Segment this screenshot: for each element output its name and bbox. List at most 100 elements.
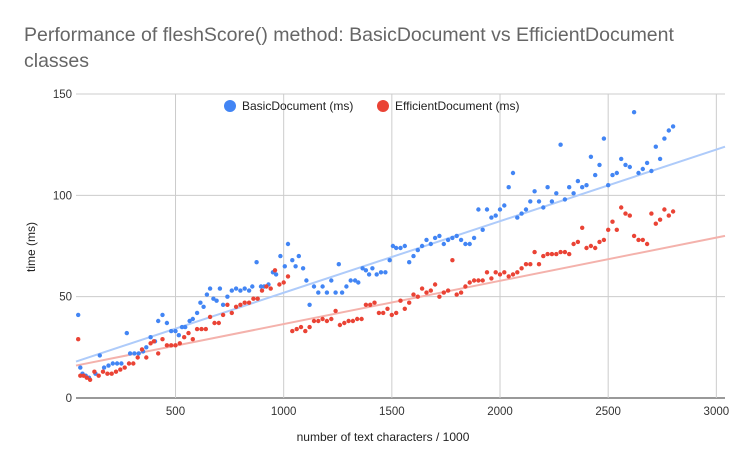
data-point-series-1	[342, 320, 347, 326]
data-point-series-1	[662, 207, 667, 212]
data-point-series-0	[649, 168, 654, 174]
data-point-series-1	[238, 302, 243, 307]
data-point-series-0	[242, 286, 247, 291]
data-point-series-0	[336, 262, 341, 267]
data-point-series-1	[584, 245, 589, 251]
data-point-series-0	[169, 328, 174, 334]
data-point-series-1	[450, 258, 455, 263]
data-point-series-0	[584, 183, 589, 188]
data-point-series-0	[528, 199, 533, 204]
data-point-series-1	[398, 298, 403, 303]
data-point-series-0	[110, 361, 116, 366]
x-tick-label: 1000	[271, 406, 297, 418]
data-point-series-1	[151, 339, 157, 344]
data-point-series-1	[139, 347, 145, 352]
x-tick-label: 3000	[704, 406, 730, 418]
data-point-series-1	[194, 326, 200, 332]
data-point-series-0	[411, 253, 416, 259]
data-point-series-0	[627, 164, 632, 170]
data-point-series-1	[126, 361, 132, 366]
data-point-series-0	[194, 310, 200, 316]
data-point-series-0	[662, 136, 667, 141]
legend: BasicDocument (ms) EfficientDocument (ms…	[224, 99, 519, 113]
data-point-series-0	[394, 245, 399, 251]
data-point-series-0	[441, 241, 446, 247]
data-point-series-1	[100, 369, 106, 374]
data-point-series-1	[118, 367, 123, 372]
legend-label-basic: BasicDocument (ms)	[242, 99, 353, 113]
data-point-series-0	[304, 278, 309, 283]
data-point-series-1	[372, 300, 377, 305]
data-point-series-0	[432, 235, 438, 241]
data-point-series-0	[562, 197, 568, 202]
data-point-series-1	[148, 341, 153, 346]
data-point-series-0	[515, 215, 520, 220]
y-tick-label: 100	[53, 190, 72, 202]
data-point-series-1	[454, 292, 459, 297]
x-tick-label: 1500	[379, 406, 405, 418]
data-point-series-0	[437, 233, 442, 239]
data-point-series-1	[536, 262, 542, 267]
data-point-series-1	[109, 371, 114, 376]
data-point-series-1	[324, 318, 330, 324]
data-point-series-0	[575, 178, 581, 184]
data-point-series-1	[233, 304, 239, 309]
data-point-series-0	[619, 156, 624, 162]
data-point-series-0	[173, 328, 178, 334]
data-point-series-0	[114, 361, 120, 366]
data-point-series-1	[532, 249, 537, 255]
data-point-series-0	[148, 335, 153, 340]
data-point-series-1	[554, 251, 559, 257]
data-point-series-0	[352, 278, 358, 283]
data-point-series-0	[606, 183, 611, 188]
data-point-series-0	[493, 213, 498, 218]
data-point-series-1	[368, 302, 373, 307]
data-point-series-1	[493, 270, 498, 275]
data-point-series-0	[445, 237, 451, 243]
data-point-series-1	[359, 316, 364, 322]
data-point-series-1	[182, 335, 187, 340]
data-point-series-0	[76, 312, 81, 318]
data-point-series-1	[355, 316, 360, 322]
data-point-series-0	[97, 353, 103, 358]
data-point-series-0	[502, 203, 507, 208]
data-point-series-1	[78, 373, 83, 378]
y-tick-label: 0	[66, 393, 72, 405]
data-point-series-0	[183, 324, 188, 330]
data-point-series-0	[390, 243, 396, 249]
data-point-series-0	[124, 330, 129, 336]
data-point-series-0	[160, 312, 165, 318]
data-point-series-0	[631, 110, 637, 115]
data-point-series-0	[610, 172, 615, 178]
data-point-series-0	[229, 288, 234, 293]
data-point-series-0	[258, 284, 264, 289]
data-point-series-1	[122, 365, 127, 370]
data-point-series-0	[614, 170, 619, 176]
data-point-series-0	[398, 245, 403, 251]
data-point-series-0	[156, 318, 161, 324]
data-point-series-0	[293, 264, 298, 269]
data-point-series-0	[536, 199, 542, 204]
data-point-series-1	[502, 270, 507, 275]
data-point-series-1	[92, 369, 97, 374]
data-point-series-0	[476, 207, 481, 212]
data-point-series-0	[580, 185, 585, 190]
data-point-series-0	[653, 144, 658, 149]
legend-marker-efficient	[377, 100, 389, 112]
data-point-series-0	[316, 290, 321, 295]
data-point-series-1	[298, 324, 304, 330]
legend-label-efficient: EfficientDocument (ms)	[395, 99, 519, 113]
data-point-series-0	[644, 160, 650, 166]
data-point-series-1	[567, 251, 572, 257]
data-point-series-0	[127, 351, 133, 356]
data-point-series-1	[268, 286, 273, 291]
data-point-series-1	[394, 310, 399, 316]
data-point-series-1	[272, 268, 278, 273]
data-point-series-1	[432, 282, 438, 287]
data-point-series-1	[281, 280, 286, 285]
data-point-series-1	[627, 213, 632, 218]
y-tick-label: 50	[59, 292, 72, 304]
data-point-series-0	[211, 296, 216, 301]
data-point-series-0	[78, 365, 83, 370]
data-point-series-1	[337, 322, 343, 328]
